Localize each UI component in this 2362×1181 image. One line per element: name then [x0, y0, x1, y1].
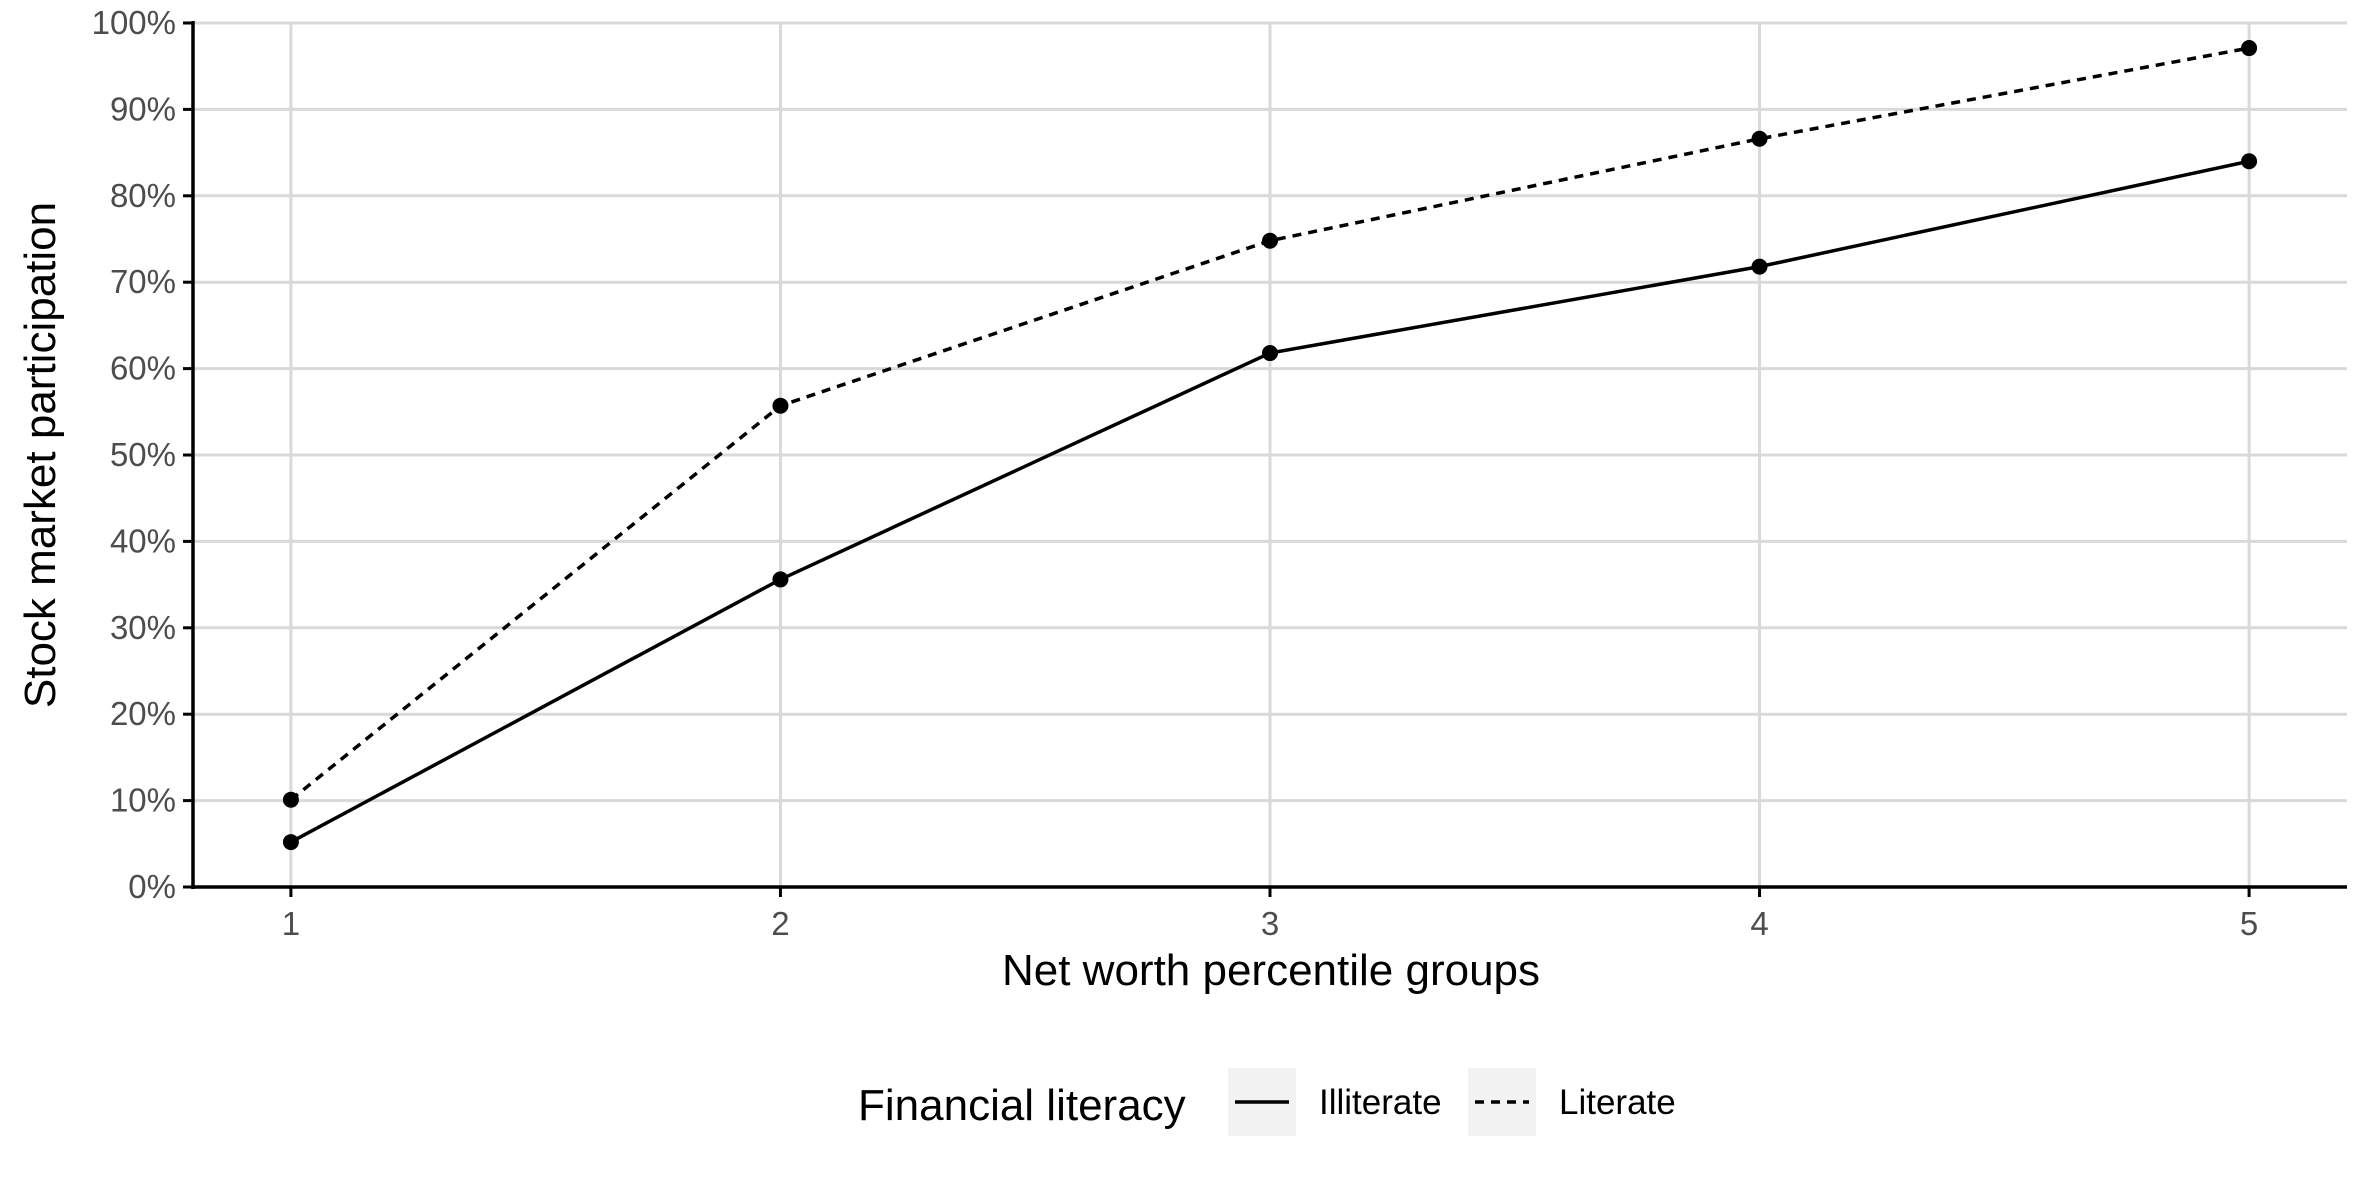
y-tick-label: 0% — [128, 868, 176, 905]
legend-title: Financial literacy — [858, 1081, 1186, 1130]
data-point-literate — [772, 397, 789, 414]
legend-item-literate: Literate — [1468, 1068, 1676, 1136]
data-point-literate — [1751, 130, 1768, 147]
y-tick-label: 30% — [110, 609, 176, 646]
axes — [183, 21, 2347, 897]
series-line-literate — [289, 46, 2250, 802]
x-tick-label: 4 — [1750, 905, 1768, 942]
y-tick-label: 40% — [110, 522, 176, 559]
data-point-illiterate — [772, 571, 789, 588]
y-tick-label: 20% — [110, 695, 176, 732]
y-tick-label: 70% — [110, 263, 176, 300]
data-point-illiterate — [1262, 345, 1278, 362]
x-tick-label: 2 — [771, 905, 789, 942]
x-tick-label: 5 — [2240, 905, 2258, 942]
legend-label-illiterate: Illiterate — [1319, 1083, 1442, 1122]
series-illiterate — [282, 153, 2258, 851]
legend-item-illiterate: Illiterate — [1228, 1068, 1442, 1136]
legend: Financial literacy Illiterate Literate — [858, 1068, 1676, 1136]
x-axis-title: Net worth percentile groups — [1002, 946, 1540, 995]
y-axis-title: Stock market participation — [16, 202, 65, 708]
y-tick-label: 100% — [92, 4, 176, 41]
data-point-literate — [282, 791, 299, 808]
y-tick-label: 60% — [110, 350, 176, 387]
y-tick-label: 50% — [110, 436, 176, 473]
data-point-literate — [1262, 232, 1278, 249]
y-tick-label: 10% — [110, 782, 176, 819]
x-tick-label: 1 — [282, 905, 300, 942]
data-point-illiterate — [2241, 153, 2258, 170]
series-literate — [282, 40, 2258, 808]
tick-labels: 0% 10% 20% 30% 40% 50% 60% 70% 80% 90% 100% 1 2 3 4 5 — [92, 4, 2259, 942]
data-point-illiterate — [1751, 258, 1768, 275]
data-series — [282, 40, 2258, 851]
gridlines — [193, 21, 2347, 889]
legend-label-literate: Literate — [1559, 1083, 1676, 1122]
y-tick-label: 90% — [110, 90, 176, 127]
data-point-illiterate — [282, 834, 299, 851]
legend-items: Illiterate Literate — [1228, 1068, 1676, 1136]
y-tick-label: 80% — [110, 177, 176, 214]
x-tick-label: 3 — [1261, 905, 1279, 942]
data-point-literate — [2241, 40, 2258, 57]
